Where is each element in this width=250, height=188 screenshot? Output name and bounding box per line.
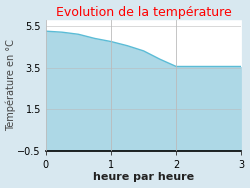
Y-axis label: Température en °C: Température en °C <box>6 39 16 131</box>
X-axis label: heure par heure: heure par heure <box>93 172 194 182</box>
Title: Evolution de la température: Evolution de la température <box>56 6 232 19</box>
